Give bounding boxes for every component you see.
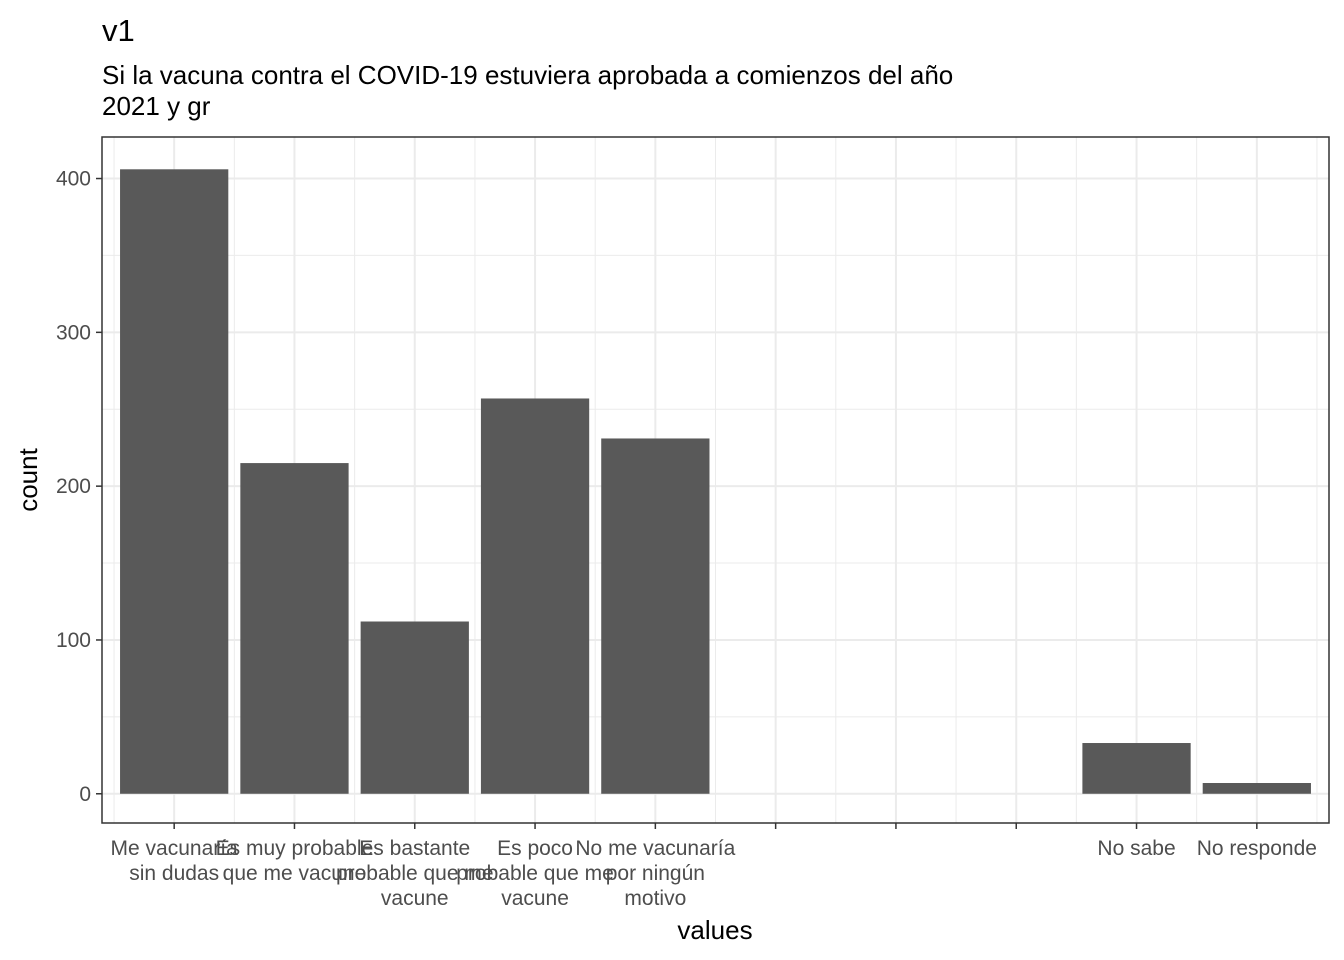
x-tick-label: No sabe — [1097, 837, 1175, 860]
y-axis-title: count — [13, 447, 43, 511]
y-tick-label: 100 — [56, 629, 91, 652]
bar — [1082, 743, 1191, 794]
x-tick-label: No me vacunaría por ningún motivo — [575, 837, 735, 910]
bar — [1202, 783, 1311, 794]
chart-title: v1 — [102, 13, 135, 48]
y-tick-label: 200 — [56, 475, 91, 498]
x-tick-label: Es muy probable que me vacune — [216, 837, 374, 885]
panel-border — [101, 136, 1330, 824]
y-axis: 0 100 200 300 400 — [56, 168, 102, 806]
y-tick-label: 400 — [56, 168, 91, 191]
x-tick-label: Es poco probable que me vacune — [456, 837, 614, 910]
y-tick-label: 300 — [56, 321, 91, 344]
bar — [480, 398, 590, 794]
bar — [120, 169, 229, 794]
bar — [360, 621, 469, 794]
y-tick-label: 0 — [79, 783, 91, 806]
chart-subtitle-line-2: 2021 y gr — [102, 91, 211, 121]
x-tick-label: No responde — [1197, 837, 1317, 860]
bar — [601, 438, 710, 794]
x-tick-label: Es bastante probable que me vacune — [336, 837, 494, 910]
x-tick-label: Me vacunaría sin dudas — [111, 837, 239, 885]
chart-subtitle-line-1: Si la vacuna contra el COVID-19 estuvier… — [102, 60, 953, 90]
bar — [240, 463, 349, 794]
x-axis-title: values — [677, 915, 752, 945]
bars — [120, 169, 1311, 794]
